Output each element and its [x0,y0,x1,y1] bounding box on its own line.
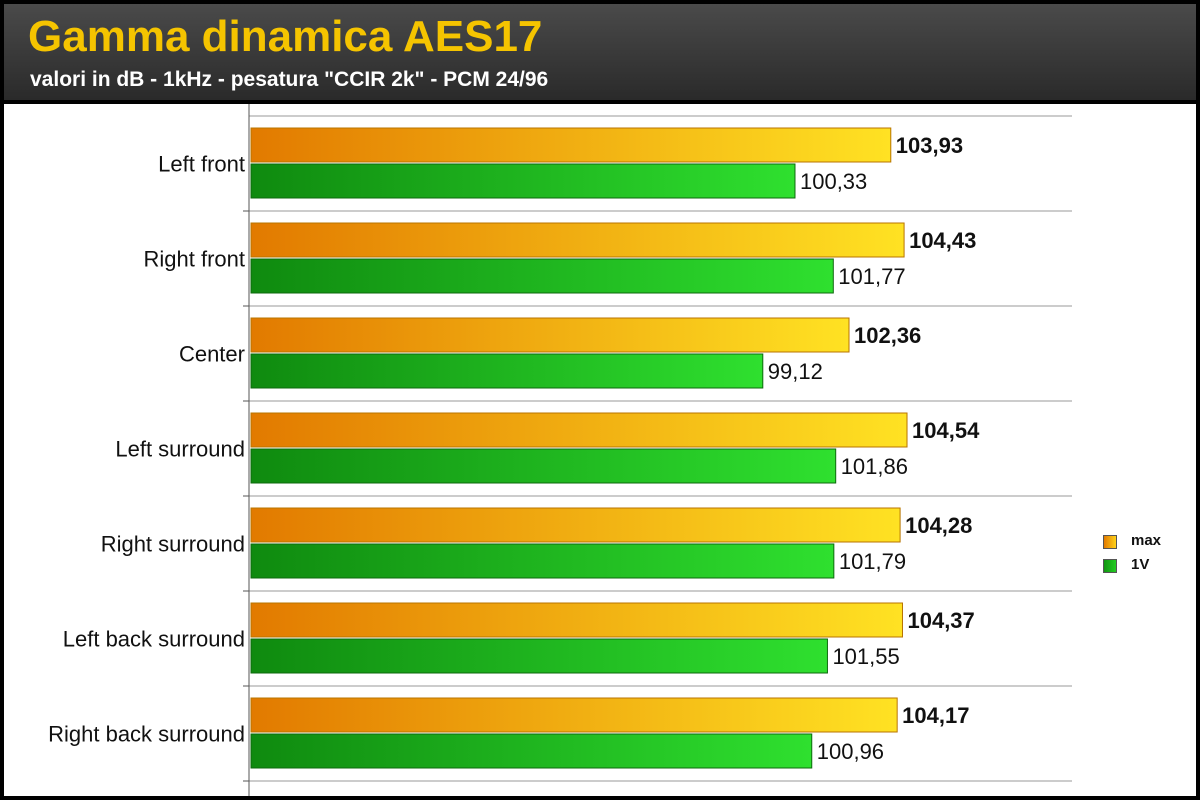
bar-max [250,222,905,258]
bar-1v [250,258,834,294]
bar-max [250,317,850,353]
data-label-max: 102,36 [854,323,921,348]
data-label-max: 104,37 [907,608,974,633]
data-label-1v: 100,33 [800,169,867,194]
bar-1v [250,353,764,389]
bar-1v [250,638,828,674]
category-label: Right surround [101,532,245,557]
data-label-1v: 101,77 [838,264,905,289]
legend-item-1v: 1V [1103,556,1193,578]
category-label: Right front [144,247,246,272]
category-label: Left back surround [63,627,245,652]
category-label: Center [179,342,245,367]
data-label-max: 104,28 [905,513,972,538]
data-label-1v: 101,86 [841,454,908,479]
data-label-1v: 99,12 [768,359,823,384]
chart-header: Gamma dinamica AES17 valori in dB - 1kHz… [4,4,1196,100]
chart-title: Gamma dinamica AES17 [28,12,543,61]
data-label-max: 103,93 [896,133,963,158]
data-label-max: 104,17 [902,703,969,728]
data-label-max: 104,43 [909,228,976,253]
data-label-1v: 101,79 [839,549,906,574]
legend-swatch-max [1103,535,1117,549]
chart-subtitle: valori in dB - 1kHz - pesatura "CCIR 2k"… [30,68,549,91]
bar-max [250,602,903,638]
category-label: Right back surround [48,722,245,747]
bar-1v [250,448,837,484]
legend-label-max: max [1131,532,1162,549]
data-label-1v: 100,96 [817,739,884,764]
legend-swatch-1v [1103,559,1117,573]
legend-item-max: max [1103,532,1193,554]
legend-label-1v: 1V [1131,556,1150,573]
bar-1v [250,733,813,769]
category-label: Left surround [115,437,245,462]
bar-max [250,697,898,733]
category-label: Left front [158,152,245,177]
bar-1v [250,543,835,579]
bar-max [250,507,901,543]
bar-max [250,127,892,163]
data-label-1v: 101,55 [832,644,899,669]
bar-1v [250,163,796,199]
data-label-max: 104,54 [912,418,980,443]
plot-area: Left front 103,93 100,33 Right front 104,43 1… [4,104,1196,796]
bar-max [250,412,908,448]
